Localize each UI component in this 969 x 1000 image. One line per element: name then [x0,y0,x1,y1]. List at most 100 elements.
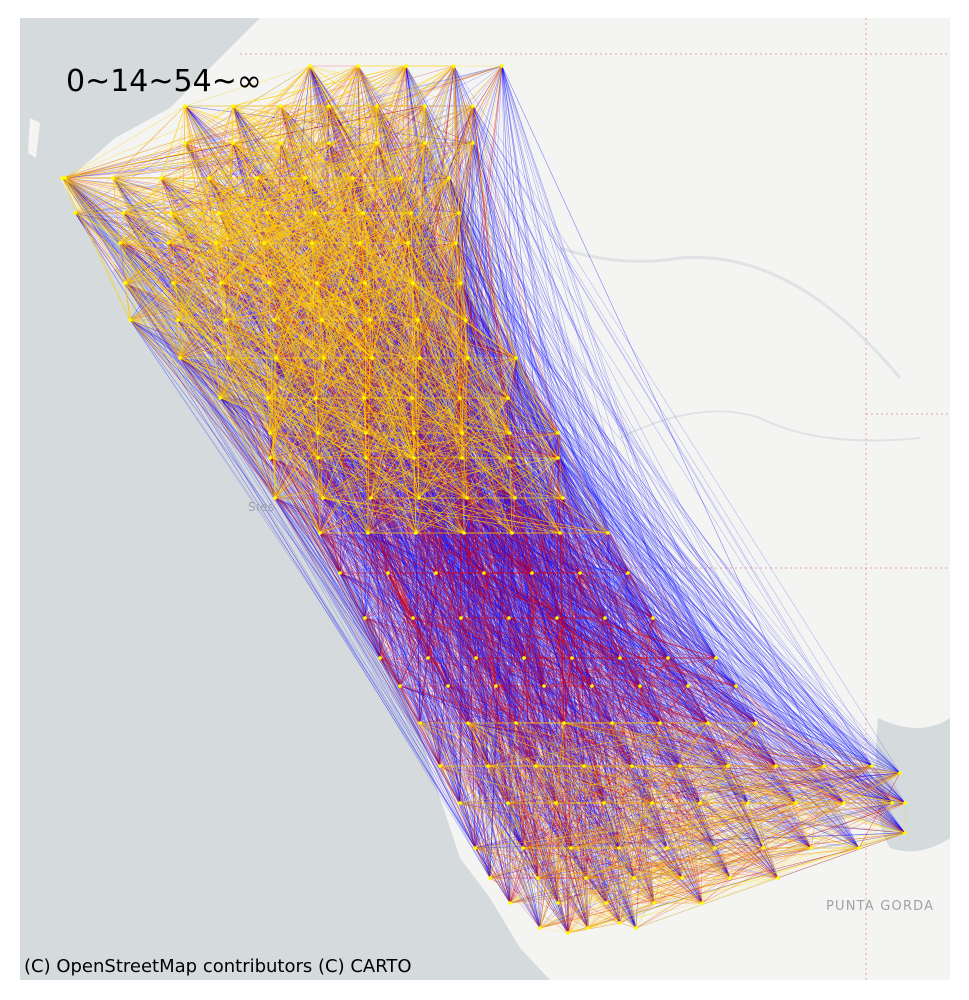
flow-line [365,432,476,849]
flow-line [523,657,683,879]
flow-line [557,432,668,849]
flow-map-canvas[interactable] [20,18,950,980]
flow-line [618,772,901,849]
flow-line [489,397,509,879]
flow-line [474,832,906,849]
flow-line [365,432,689,687]
flow-line [562,497,605,804]
flow-line [461,457,655,904]
flow-line [556,617,731,879]
flow-line [447,685,729,767]
flow-line [508,617,757,724]
flow-line [61,177,537,767]
flow-line [122,212,737,687]
flow-line [511,532,845,804]
flow-line [184,142,525,659]
flow-line [64,177,509,804]
flow-line [365,432,764,849]
flow-line [225,319,605,804]
flow-line [474,572,533,849]
flow-line [514,497,893,804]
flow-line [413,457,689,687]
flow-line [319,532,593,687]
flow-line [467,722,845,804]
flow-line [418,497,524,849]
flow-line [315,397,441,767]
flow-line [460,617,511,904]
flow-line [315,397,757,724]
flow-line [489,765,777,879]
flow-line [179,357,541,929]
flow-line [459,802,779,879]
flow-line [579,572,607,904]
map-panel[interactable]: Sies PUNTA GORDA [20,18,950,980]
flow-line [539,457,559,929]
flow-line [412,282,469,724]
flow-line [319,532,545,687]
flow-line [460,617,729,767]
flow-line [522,765,825,849]
flow-line [467,357,731,879]
flow-line [339,572,729,767]
flow-line [269,432,589,929]
flow-line [483,572,569,934]
flow-line [369,319,717,659]
flow-line [367,532,629,574]
flow-line [405,65,545,687]
flow-line [447,685,901,774]
flow-line [256,177,641,687]
flow-line [412,617,539,879]
flow-line [405,65,812,849]
flow-line [539,617,654,929]
flow-line [219,397,729,767]
flow-line [365,432,524,849]
flow-line [461,457,635,879]
flow-line [399,685,812,849]
flow-line [370,497,476,849]
flow-line [448,177,716,849]
flow-line [467,722,779,879]
flow-line [314,212,539,879]
flow-line [511,532,779,879]
flow-line [405,65,461,399]
flow-line [112,177,537,767]
flow-line [501,65,511,459]
flow-line [315,397,661,724]
flow-line [455,242,845,804]
flow-line [369,319,906,834]
flow-line [483,572,845,804]
flow-line [460,282,661,724]
flow-line [64,177,539,879]
flow-line [466,497,572,849]
flow-line [543,685,860,849]
flow-line [460,617,845,804]
flow-line [322,497,764,849]
flow-line [472,105,607,904]
flow-line [412,282,716,849]
flow-line [557,457,569,934]
flow-line [328,142,893,804]
flow-line [357,65,654,619]
flow-line [489,397,509,879]
flow-line [316,282,812,849]
flow-line [453,65,716,849]
flow-line [467,357,873,767]
flow-line [369,319,641,687]
flow-line [511,532,906,834]
flow-line [371,357,661,724]
flow-line [543,685,764,849]
flow-line [435,572,635,879]
flow-line [489,802,797,879]
flow-line [363,397,541,929]
flow-line [467,357,893,804]
flow-line [603,772,901,804]
flow-line [508,617,621,924]
flow-line [509,532,513,904]
flow-line [557,772,901,904]
flow-line [122,212,779,879]
flow-line [424,142,797,804]
flow-line [424,105,764,849]
flow-line [419,722,655,904]
flow-line [475,657,797,804]
flow-line [367,532,825,767]
